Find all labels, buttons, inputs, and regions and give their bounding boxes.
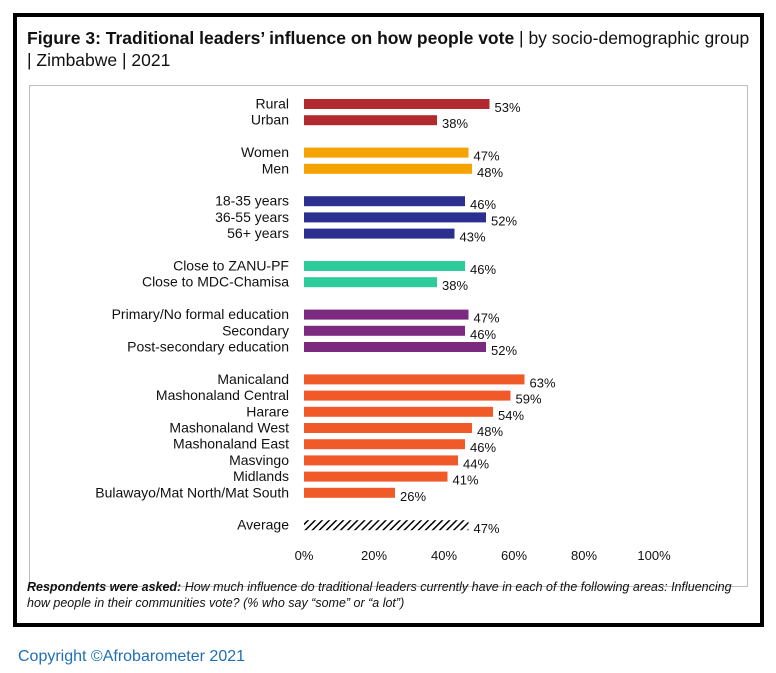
bar [304,196,465,207]
data-label: 26% [400,489,426,504]
footnote-bold: Respondents were asked: [27,580,182,594]
footnote: Respondents were asked: How much influen… [27,579,757,611]
category-label: 18-35 years [215,193,289,209]
category-label: Bulawayo/Mat North/Mat South [95,484,289,500]
bar [304,471,448,482]
category-label: Average [237,517,289,533]
bar [304,423,472,433]
bar [304,374,525,385]
bar [304,406,493,417]
x-tick-label: 80% [571,548,597,563]
category-label: Masvingo [229,452,289,468]
data-label: 46% [470,440,496,455]
category-label: Harare [246,403,289,419]
category-label: Close to MDC-Chamisa [142,274,289,290]
bar [304,277,437,288]
data-label: 48% [477,424,503,439]
category-label: Rural [256,96,289,112]
x-tick-label: 40% [431,548,457,563]
category-label: Mashonaland Central [156,387,289,403]
data-label: 52% [491,343,517,358]
category-label: Women [241,144,289,160]
x-axis-ticks: 0% 20% 40% 60% 80% 100% [295,548,671,563]
bar [304,212,486,223]
data-label: 47% [474,521,500,536]
data-label: 47% [474,311,500,326]
bar [304,342,486,352]
copyright-text: Copyright ©Afrobarometer 2021 [18,648,246,665]
category-label: Secondary [222,322,289,338]
category-label: 36-55 years [215,209,289,225]
bar [304,115,437,126]
data-label: 46% [470,327,496,342]
bar [304,455,458,466]
bar [304,228,455,239]
bar [304,520,469,531]
category-label: Close to ZANU-PF [173,258,289,274]
data-label: 63% [530,375,556,390]
bar [304,147,469,158]
chart-title-rest: | by socio-demographic group | Zimbabwe … [27,28,750,70]
bar [304,439,465,450]
data-label: 48% [477,165,503,180]
data-label: 46% [470,262,496,277]
data-label: 38% [442,278,468,293]
data-label: 41% [453,473,479,488]
category-label: Mashonaland East [173,436,289,452]
bars-layer: Rural 53% Urban 38% Women 47% Men 48% 18-35 year… [95,96,556,537]
bar [304,325,465,336]
data-label: 38% [442,116,468,131]
category-label: Urban [251,112,289,128]
bar-chart: Rural 53% Urban 38% Women 47% Men 48% 18-35 year… [95,96,671,564]
x-tick-label: 0% [295,548,314,563]
x-tick-label: 60% [501,548,527,563]
plot-area [29,85,748,587]
bar [304,163,472,174]
footnote-rest: How much influence do traditional leader… [27,580,732,610]
data-label: 54% [498,408,524,423]
bar [304,99,490,109]
category-label: Post-secondary education [127,339,289,355]
bar [304,309,469,320]
category-label: Manicaland [217,371,289,387]
category-label: 56+ years [227,225,289,241]
category-label: Mashonaland West [169,420,289,436]
x-tick-label: 20% [361,548,387,563]
data-label: 47% [474,149,500,164]
x-tick-label: 100% [637,548,671,563]
data-label: 52% [491,213,517,228]
bar [304,390,511,401]
category-label: Midlands [233,468,289,484]
data-label: 59% [516,392,542,407]
data-label: 46% [470,197,496,212]
chart-title-bold: Figure 3: Traditional leaders’ influence… [27,28,515,48]
data-label: 44% [463,456,489,471]
data-label: 43% [460,230,486,245]
data-label: 53% [495,100,521,115]
category-label: Men [262,160,289,176]
chart-title: Figure 3: Traditional leaders’ influence… [27,27,757,71]
bar [304,261,465,271]
category-label: Primary/No formal education [112,306,289,322]
bar [304,487,395,498]
